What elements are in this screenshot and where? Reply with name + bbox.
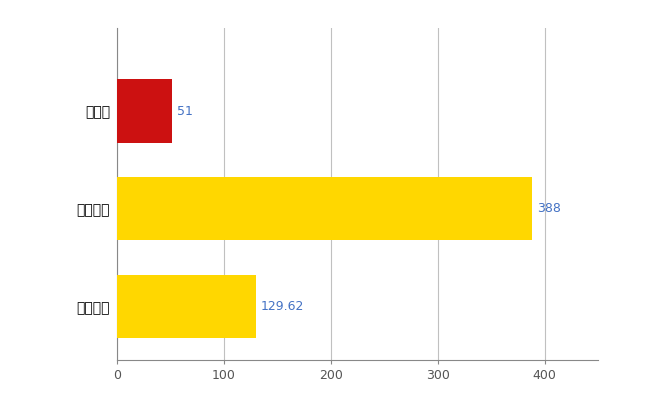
Text: 51: 51	[177, 104, 193, 118]
Bar	[117, 274, 255, 338]
Text: 388: 388	[537, 202, 561, 215]
Text: 129.62: 129.62	[261, 300, 304, 313]
Bar	[117, 177, 532, 240]
Bar	[117, 79, 172, 143]
